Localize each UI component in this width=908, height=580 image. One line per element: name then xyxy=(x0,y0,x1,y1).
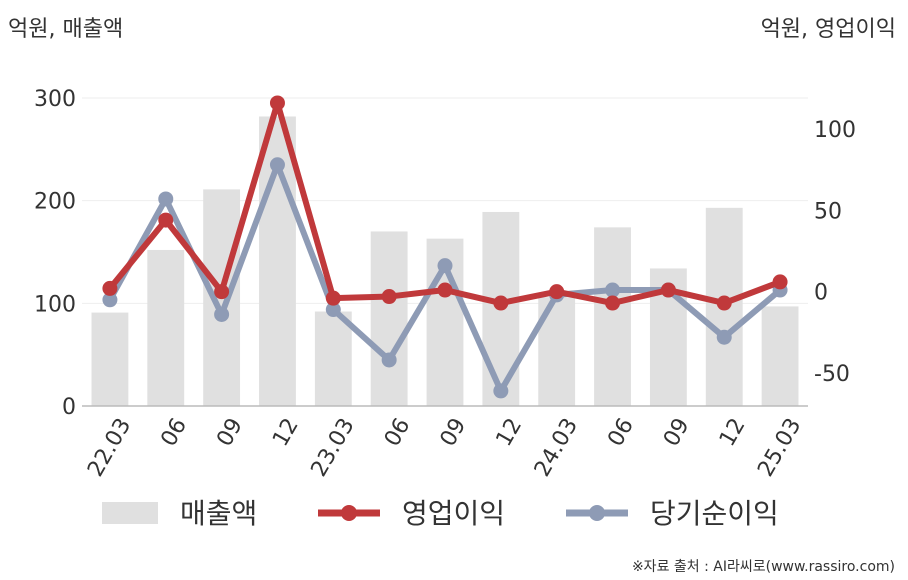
right-axis-unit: 억원, 영업이익 xyxy=(761,17,896,42)
line-series-group xyxy=(102,95,788,399)
y-left-tick-label: 200 xyxy=(34,190,76,215)
bar-revenue xyxy=(594,227,631,406)
point-operating-profit xyxy=(102,280,118,296)
bar-revenue xyxy=(147,249,185,406)
point-operating-profit xyxy=(605,295,621,311)
point-net-income xyxy=(214,306,230,322)
point-operating-profit xyxy=(269,95,285,111)
point-net-income xyxy=(381,352,397,368)
point-net-income xyxy=(716,329,732,345)
point-operating-profit xyxy=(437,282,453,298)
point-operating-profit xyxy=(325,290,341,306)
point-net-income xyxy=(102,292,118,308)
source-note: ※자료 출처 : AI라씨로(www.rassiro.com) xyxy=(632,559,895,575)
legend-label-revenue: 매출액 xyxy=(180,497,257,530)
x-tick-label: 12 xyxy=(268,414,304,451)
legend-swatch-revenue xyxy=(102,502,158,524)
y-axis-left-ticks: 0 100 200 300 xyxy=(34,87,76,420)
legend-label-operating-profit: 영업이익 xyxy=(402,497,505,530)
point-operating-profit xyxy=(549,284,565,300)
y-right-tick-label: 100 xyxy=(814,118,856,143)
point-net-income xyxy=(269,157,285,173)
point-operating-profit xyxy=(381,289,397,305)
bar-revenue xyxy=(314,311,352,406)
x-tick-label: 06 xyxy=(380,414,416,451)
legend: 매출액 영업이익 당기순이익 xyxy=(102,497,779,530)
point-net-income xyxy=(605,282,621,298)
x-tick-label: 09 xyxy=(436,414,472,451)
point-operating-profit xyxy=(158,212,174,228)
left-axis-unit: 억원, 매출액 xyxy=(8,17,123,42)
legend-swatch-operating-profit-marker xyxy=(341,505,357,521)
x-tick-label: 24.03 xyxy=(530,414,583,481)
y-left-tick-label: 300 xyxy=(34,87,76,112)
y-right-tick-label: 50 xyxy=(814,199,842,224)
bar-series-revenue xyxy=(91,116,799,406)
y-left-tick-label: 100 xyxy=(34,292,76,317)
bar-revenue xyxy=(370,231,408,406)
point-net-income xyxy=(493,383,509,399)
x-tick-label: 23.03 xyxy=(307,414,360,481)
x-tick-label: 06 xyxy=(156,414,192,451)
point-net-income xyxy=(325,302,341,318)
legend-swatch-net-income-marker xyxy=(589,505,605,521)
point-net-income xyxy=(437,258,453,274)
point-operating-profit xyxy=(772,274,788,290)
x-tick-label: 12 xyxy=(715,414,751,451)
y-axis-right-ticks: -50 0 50 100 xyxy=(814,118,856,387)
x-tick-label: 12 xyxy=(492,414,528,451)
bar-revenue xyxy=(91,312,129,406)
x-tick-label: 22.03 xyxy=(83,414,136,481)
point-net-income xyxy=(158,191,174,207)
y-right-tick-label: -50 xyxy=(814,362,850,387)
bar-revenue xyxy=(761,306,799,406)
x-tick-label: 25.03 xyxy=(753,414,806,481)
point-operating-profit xyxy=(493,295,509,311)
x-tick-label: 06 xyxy=(603,414,639,451)
x-tick-label: 09 xyxy=(659,414,695,451)
legend-label-net-income: 당기순이익 xyxy=(650,497,779,530)
x-axis-ticks: 22.03 06 09 12 23.03 06 09 12 24.03 06 09 12 25.03 xyxy=(83,414,806,481)
point-operating-profit xyxy=(214,284,230,300)
y-left-tick-label: 0 xyxy=(62,395,76,420)
y-right-tick-label: 0 xyxy=(814,281,828,306)
point-operating-profit xyxy=(716,295,732,311)
x-tick-label: 09 xyxy=(212,414,248,451)
point-operating-profit xyxy=(660,282,676,298)
